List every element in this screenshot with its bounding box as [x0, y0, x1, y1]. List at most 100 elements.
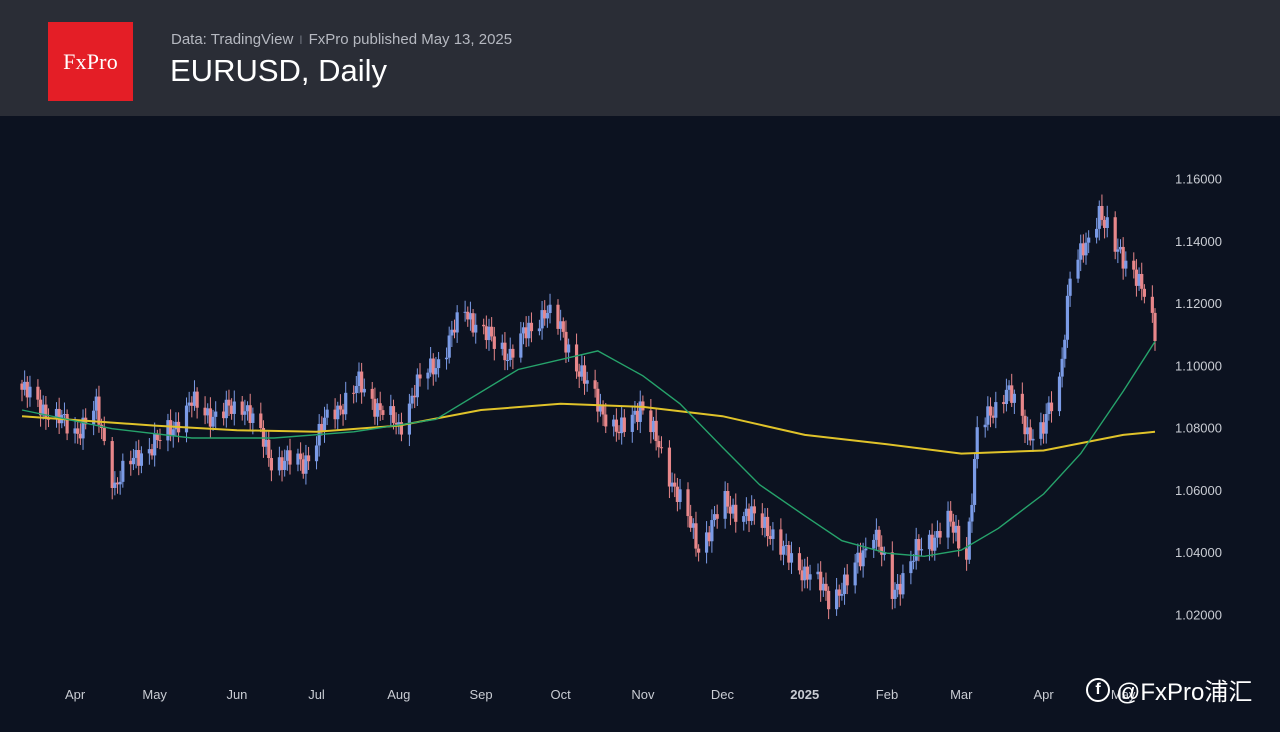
- candle-body: [930, 534, 934, 551]
- candle-body: [577, 371, 581, 377]
- candle-body: [354, 385, 358, 393]
- candle-body: [598, 405, 603, 412]
- candle-body: [131, 457, 136, 465]
- candle-body: [797, 553, 802, 571]
- candle-body: [1049, 402, 1054, 412]
- candle-body: [707, 532, 711, 542]
- candle-body: [230, 405, 234, 414]
- candle-body: [1065, 295, 1070, 340]
- candle-body: [195, 391, 199, 408]
- candle-body: [673, 482, 677, 487]
- candle-body: [1002, 402, 1006, 405]
- candle-body: [360, 371, 364, 393]
- candle-body: [320, 423, 324, 432]
- candle-body: [306, 455, 311, 462]
- candle-body: [94, 396, 98, 411]
- candle-body: [232, 401, 236, 414]
- candle-body: [840, 594, 844, 596]
- candle-body: [73, 428, 77, 434]
- candle-body: [1020, 393, 1024, 416]
- candle-body: [54, 408, 59, 419]
- candle-body: [1132, 260, 1136, 270]
- candle-body: [659, 447, 664, 449]
- candle-body: [678, 489, 682, 502]
- candle-body: [283, 460, 287, 470]
- candle-body: [784, 545, 788, 547]
- candle-body: [856, 552, 860, 563]
- candle-body: [1150, 296, 1154, 313]
- candle-body: [1057, 376, 1062, 412]
- candle-body: [654, 420, 658, 442]
- candle-body: [574, 344, 579, 372]
- candle-body: [620, 417, 624, 434]
- candle-body: [447, 335, 451, 358]
- candle-body: [781, 546, 786, 555]
- candle-body: [57, 408, 61, 424]
- candle-body: [1087, 237, 1091, 243]
- candle-body: [827, 590, 831, 610]
- candle-body: [612, 419, 616, 427]
- y-tick-label: 1.08000: [1175, 421, 1222, 436]
- candle-body: [927, 534, 932, 550]
- y-tick-label: 1.06000: [1175, 483, 1222, 498]
- candle-body: [617, 431, 621, 434]
- candle-body: [468, 313, 473, 320]
- x-tick-label: May: [1111, 687, 1136, 702]
- candle-body: [23, 381, 27, 390]
- candle-body: [1081, 243, 1085, 256]
- candle-body: [1095, 228, 1099, 238]
- candle-body: [304, 455, 308, 474]
- candle-body: [41, 404, 45, 416]
- candle-body: [752, 506, 756, 514]
- candle-body: [933, 537, 937, 551]
- candle-body: [808, 574, 812, 580]
- candle-body: [893, 589, 897, 599]
- y-tick-label: 1.02000: [1175, 607, 1222, 622]
- candle-body: [800, 570, 804, 581]
- candle-body: [466, 311, 470, 320]
- candle-body: [508, 348, 512, 361]
- candle-body: [901, 573, 905, 595]
- x-tick-label: 2025: [790, 687, 819, 702]
- candle-body: [76, 428, 80, 434]
- candle-body: [1124, 260, 1128, 269]
- candle-body: [227, 399, 231, 406]
- y-tick-label: 1.16000: [1175, 172, 1222, 187]
- candle-body: [1105, 217, 1109, 228]
- candle-body: [580, 365, 584, 377]
- candle-body: [78, 433, 82, 439]
- candle-body: [336, 405, 340, 420]
- candle-body: [521, 327, 526, 334]
- candle-body: [1121, 246, 1125, 269]
- candle-body: [168, 420, 173, 437]
- candle-body: [1116, 249, 1120, 252]
- candle-body: [415, 374, 419, 398]
- candle-body: [482, 324, 486, 327]
- candle-body: [171, 429, 175, 437]
- candle-body: [988, 406, 993, 416]
- candle-body: [760, 513, 764, 528]
- candle-body: [65, 414, 69, 434]
- candle-body: [768, 536, 772, 539]
- candle-body: [582, 365, 587, 384]
- candle-body: [251, 413, 255, 423]
- candle-body: [444, 357, 449, 360]
- candle-body: [192, 391, 197, 406]
- publisher: FxPro published May 13, 2025: [308, 31, 513, 48]
- x-tick-label: Dec: [711, 687, 735, 702]
- candle-body: [1044, 414, 1048, 434]
- candle-body: [1100, 205, 1104, 220]
- candle-body: [622, 417, 626, 432]
- candle-body: [28, 386, 32, 398]
- candle-body: [243, 411, 247, 415]
- candle-body: [121, 460, 125, 482]
- candle-body: [1076, 259, 1080, 279]
- candle-body: [418, 374, 422, 379]
- candles-layer: [20, 194, 1157, 620]
- candle-body: [503, 342, 507, 361]
- candle-body: [864, 548, 868, 551]
- candle-body: [1153, 312, 1157, 342]
- candle-body: [206, 408, 210, 416]
- candle-body: [842, 574, 847, 595]
- candle-body: [391, 406, 396, 423]
